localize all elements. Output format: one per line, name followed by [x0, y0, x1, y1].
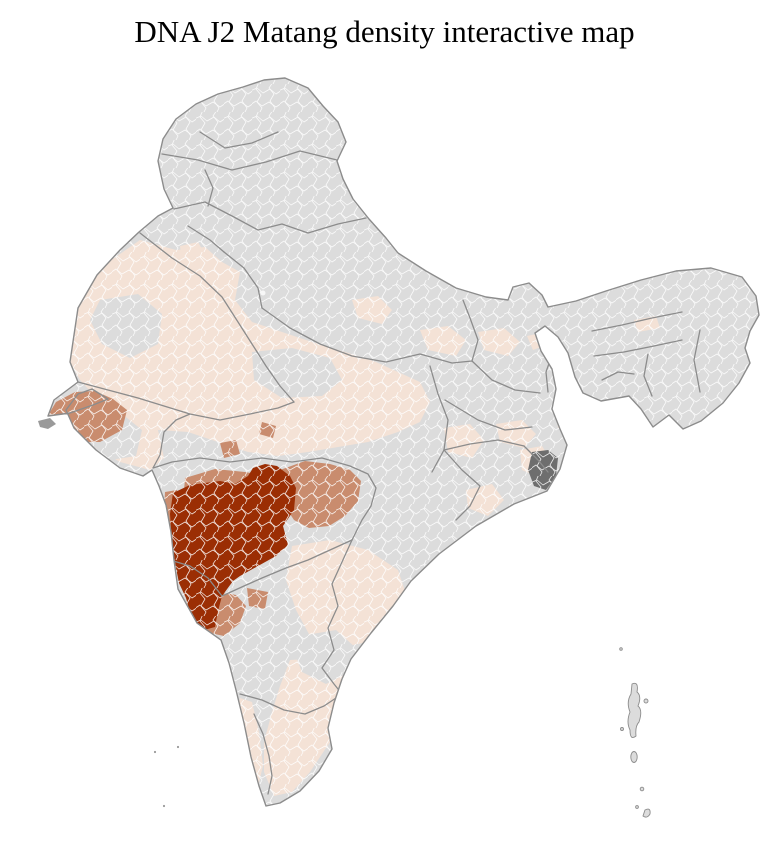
lakshadweep-islands: [153, 745, 180, 808]
map-title: DNA J2 Matang density interactive map: [134, 14, 635, 49]
state-borders: [77, 131, 701, 795]
andaman-nicobar-islands[interactable]: [619, 647, 651, 818]
kutch-islet: [38, 418, 56, 429]
